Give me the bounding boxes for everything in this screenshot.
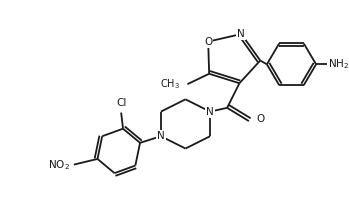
Text: O: O bbox=[257, 114, 265, 124]
Text: N: N bbox=[157, 131, 165, 141]
Text: N: N bbox=[206, 107, 214, 117]
Text: NH$_2$: NH$_2$ bbox=[328, 57, 349, 71]
Text: NO$_2$: NO$_2$ bbox=[48, 158, 70, 172]
Text: Cl: Cl bbox=[116, 98, 126, 108]
Text: N: N bbox=[237, 29, 245, 39]
Text: CH$_3$: CH$_3$ bbox=[160, 77, 180, 91]
Text: O: O bbox=[204, 37, 212, 47]
